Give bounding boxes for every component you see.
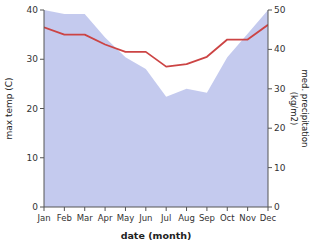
y-tick-label: 40 xyxy=(27,5,39,15)
y-tick xyxy=(40,157,44,158)
x-tick-label: Nov xyxy=(239,213,256,223)
x-tick-label: Jan xyxy=(36,213,50,223)
y2-tick-label: 20 xyxy=(274,123,286,133)
x-tick-label: Mar xyxy=(77,213,94,223)
y2-axis-line xyxy=(268,10,269,207)
x-tick xyxy=(125,207,126,211)
y-axis-label: max temp (C) xyxy=(4,77,14,139)
y-tick-label: 10 xyxy=(27,153,39,163)
y2-tick-label: 50 xyxy=(274,5,286,15)
x-tick xyxy=(247,207,248,211)
x-tick xyxy=(186,207,187,211)
x-tick xyxy=(268,207,269,211)
x-tick-label: Feb xyxy=(57,213,72,223)
y2-tick-label: 40 xyxy=(274,44,286,54)
y-tick xyxy=(40,108,44,109)
x-axis-label: date (month) xyxy=(121,230,192,241)
x-tick xyxy=(64,207,65,211)
x-tick-label: Jul xyxy=(160,213,171,223)
x-tick xyxy=(44,207,45,211)
y-tick-label: 20 xyxy=(27,104,39,114)
y2-tick xyxy=(268,167,272,168)
x-tick-label: Dec xyxy=(260,213,277,223)
y2-tick xyxy=(268,88,272,89)
y-tick-label: 30 xyxy=(27,54,39,64)
y-tick-label: 0 xyxy=(32,202,38,212)
x-tick-label: Aug xyxy=(178,213,195,223)
temp-line xyxy=(44,25,268,67)
y2-tick xyxy=(268,10,272,11)
y-tick xyxy=(40,207,44,208)
x-tick xyxy=(166,207,167,211)
y2-tick xyxy=(268,128,272,129)
y2-tick xyxy=(268,207,272,208)
y2-tick-label: 0 xyxy=(274,202,280,212)
y-tick xyxy=(40,59,44,60)
x-tick-label: Sep xyxy=(199,213,215,223)
y-tick xyxy=(40,10,44,11)
axes: JanFebMarAprMayJunJulAugSepOctNovDec0102… xyxy=(27,5,286,223)
chart-container: JanFebMarAprMayJunJulAugSepOctNovDec0102… xyxy=(0,0,318,247)
y2-tick-label: 30 xyxy=(274,84,286,94)
y2-axis-label-line: med. precipitation xyxy=(300,70,310,148)
y2-axis-label-line: (kg/m2) xyxy=(289,92,299,126)
x-tick-label: Jun xyxy=(138,213,152,223)
x-tick xyxy=(105,207,106,211)
x-tick xyxy=(145,207,146,211)
y2-tick xyxy=(268,49,272,50)
precip-area xyxy=(44,10,268,207)
x-tick-label: Oct xyxy=(220,213,235,223)
y2-axis-label: med. precipitation(kg/m2) xyxy=(289,70,310,148)
y2-tick-label: 10 xyxy=(274,163,286,173)
marks xyxy=(44,10,268,207)
x-tick xyxy=(84,207,85,211)
x-axis-line xyxy=(44,207,268,208)
x-tick xyxy=(227,207,228,211)
x-tick xyxy=(206,207,207,211)
chart: JanFebMarAprMayJunJulAugSepOctNovDec0102… xyxy=(0,0,318,247)
x-tick-label: May xyxy=(117,213,135,223)
x-tick-label: Apr xyxy=(98,213,113,223)
